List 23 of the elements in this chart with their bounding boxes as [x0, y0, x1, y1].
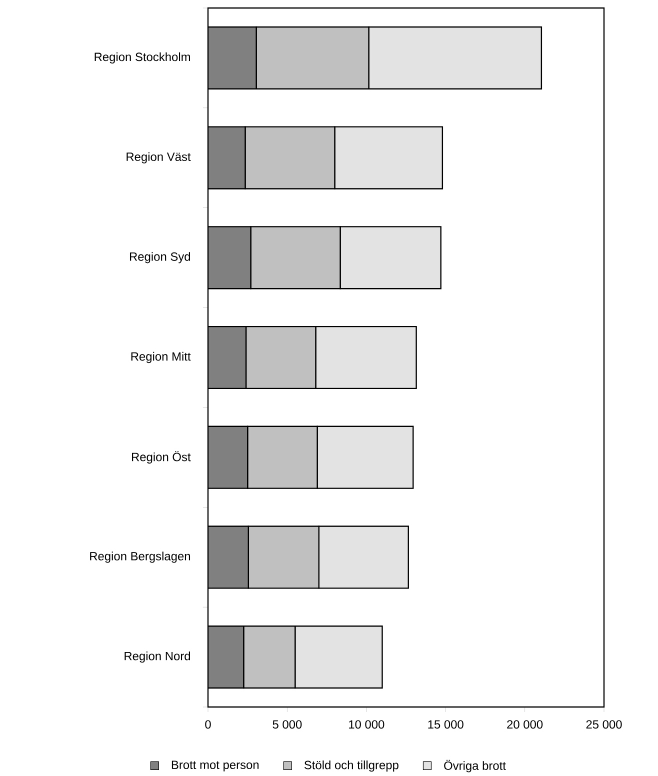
- bar: [208, 626, 244, 689]
- x-tick-label: 0: [205, 720, 211, 729]
- y-tick-label: Region Stockholm: [94, 52, 190, 64]
- y-tick-label: Region Bergslagen: [90, 552, 190, 563]
- x-tick-label: 20 000: [507, 720, 543, 729]
- legend-label: Övriga brott: [444, 760, 506, 772]
- x-tick-label: 15 000: [428, 720, 464, 729]
- y-tick-label: Region Mitt: [131, 352, 191, 364]
- x-tick-label: 5 000: [272, 720, 302, 729]
- bar: [208, 526, 249, 589]
- bar: [208, 26, 257, 90]
- x-tick-label: 10 000: [349, 720, 384, 729]
- y-tick-label: Region Syd: [130, 252, 190, 264]
- y-tick-label: Region Öst: [132, 451, 191, 464]
- y-tick-label: Region Nord: [124, 652, 190, 663]
- legend-label: Stöld och tillgrepp: [304, 760, 398, 772]
- y-tick-label: Region Väst: [126, 152, 191, 164]
- bar: [208, 126, 246, 190]
- bar: [208, 226, 252, 290]
- bar: [208, 326, 247, 390]
- x-tick-label: 25 000: [586, 720, 622, 729]
- bar: [208, 426, 248, 489]
- legend-label: Brott mot person: [172, 760, 259, 772]
